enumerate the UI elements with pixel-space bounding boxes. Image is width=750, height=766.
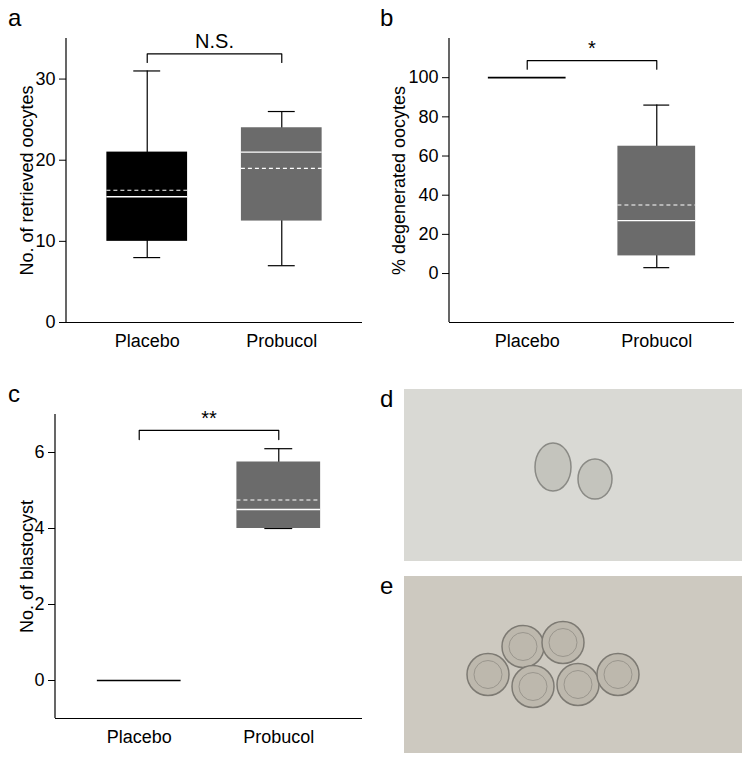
svg-text:20: 20 (418, 224, 438, 244)
svg-text:No. of blastocyst: No. of blastocyst (17, 500, 37, 633)
svg-text:4: 4 (34, 518, 45, 539)
svg-text:Probucol: Probucol (243, 727, 314, 747)
svg-text:2: 2 (34, 594, 45, 615)
svg-text:0: 0 (34, 670, 44, 690)
svg-text:Placebo: Placebo (495, 331, 560, 351)
svg-text:80: 80 (418, 107, 438, 127)
svg-text:Probucol: Probucol (621, 331, 692, 351)
svg-text:No. of retrieved oocytes: No. of retrieved oocytes (17, 85, 37, 275)
html-text:e: e (380, 572, 394, 599)
svg-text:Placebo: Placebo (115, 331, 180, 351)
svg-text:20: 20 (35, 150, 55, 170)
svg-text:100: 100 (408, 67, 438, 87)
html-text:b: b (380, 4, 394, 31)
html-text:c: c (8, 380, 20, 407)
svg-text:N.S.: N.S. (195, 30, 234, 52)
svg-text:40: 40 (418, 185, 438, 205)
html-text:d: d (380, 385, 394, 412)
html-text:a: a (8, 4, 22, 31)
svg-text:6: 6 (34, 442, 44, 462)
svg-text:**: ** (201, 407, 217, 429)
svg-text:Probucol: Probucol (246, 331, 317, 351)
svg-text:0: 0 (428, 263, 438, 283)
svg-text:60: 60 (418, 146, 438, 166)
svg-text:30: 30 (35, 69, 55, 89)
svg-text:*: * (588, 37, 596, 59)
svg-text:10: 10 (35, 231, 55, 251)
svg-text:0: 0 (45, 312, 55, 332)
svg-text:% degenerated oocytes: % degenerated oocytes (389, 86, 409, 275)
svg-text:Placebo: Placebo (107, 727, 172, 747)
